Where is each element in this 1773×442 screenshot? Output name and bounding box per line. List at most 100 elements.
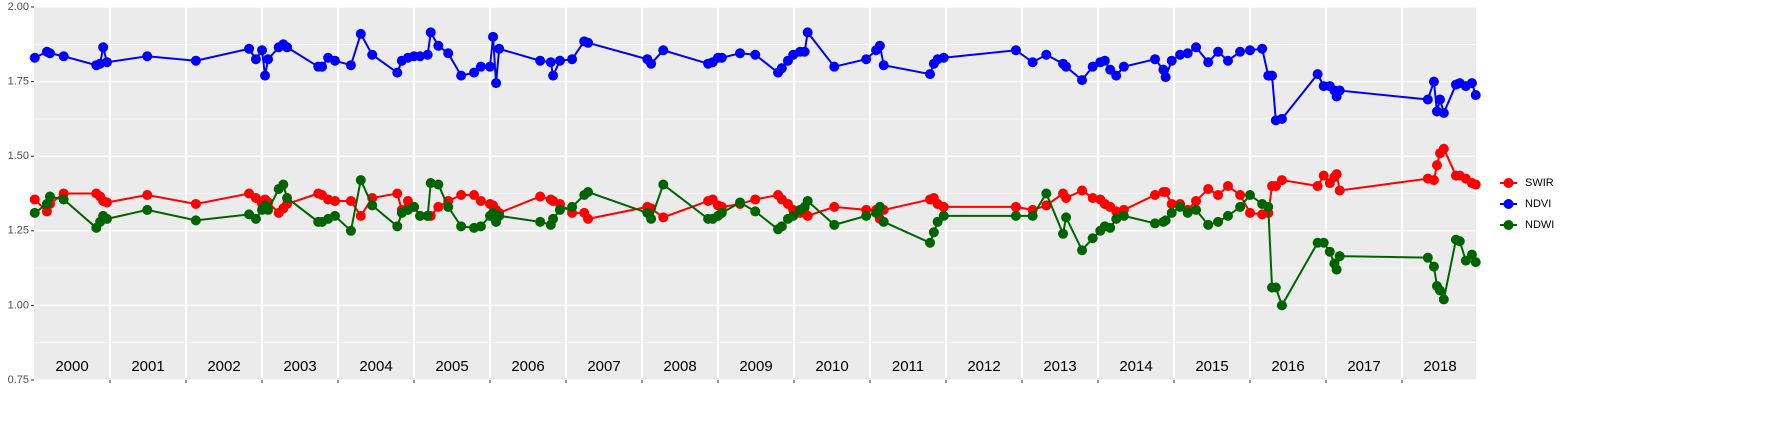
point bbox=[44, 191, 55, 202]
point bbox=[101, 197, 112, 208]
point bbox=[1041, 49, 1052, 60]
point bbox=[1276, 300, 1287, 311]
year-label: 2012 bbox=[967, 358, 1000, 375]
point bbox=[802, 195, 813, 206]
point bbox=[1438, 143, 1449, 154]
point bbox=[250, 54, 261, 65]
point bbox=[716, 52, 727, 63]
point bbox=[1222, 181, 1233, 192]
point bbox=[260, 70, 271, 81]
point bbox=[535, 55, 546, 66]
point bbox=[355, 28, 366, 39]
point bbox=[1435, 285, 1445, 296]
point bbox=[244, 43, 255, 54]
year-label: 2018 bbox=[1423, 358, 1456, 375]
point bbox=[1010, 45, 1021, 56]
point bbox=[1466, 249, 1477, 260]
point bbox=[874, 201, 885, 212]
year-label: 2008 bbox=[663, 358, 696, 375]
point bbox=[735, 48, 746, 59]
point bbox=[1235, 46, 1246, 57]
point bbox=[263, 54, 274, 65]
point bbox=[802, 210, 813, 221]
point bbox=[425, 27, 436, 38]
point bbox=[1111, 70, 1122, 81]
point bbox=[658, 45, 669, 56]
point bbox=[29, 194, 40, 205]
point bbox=[456, 221, 467, 232]
point bbox=[409, 201, 419, 212]
point bbox=[1324, 246, 1335, 257]
point bbox=[799, 46, 810, 57]
year-label: 2014 bbox=[1119, 358, 1152, 375]
point bbox=[491, 78, 502, 89]
year-label: 2011 bbox=[892, 358, 924, 375]
y-tick-label: 0.75 bbox=[8, 374, 29, 386]
point bbox=[1087, 233, 1098, 244]
point bbox=[938, 52, 949, 63]
point bbox=[142, 51, 153, 62]
point bbox=[1428, 261, 1439, 272]
point bbox=[190, 55, 201, 66]
point bbox=[329, 55, 340, 66]
point bbox=[1061, 192, 1072, 203]
point bbox=[345, 195, 356, 206]
point bbox=[317, 61, 328, 72]
point bbox=[98, 42, 109, 53]
point bbox=[583, 187, 594, 198]
point bbox=[1334, 85, 1345, 96]
point bbox=[1191, 195, 1202, 206]
point bbox=[469, 67, 480, 78]
point bbox=[1118, 210, 1129, 221]
year-label: 2015 bbox=[1195, 358, 1228, 375]
point bbox=[925, 237, 936, 248]
legend-key-point bbox=[1503, 178, 1514, 188]
point bbox=[1203, 184, 1214, 195]
point bbox=[422, 210, 433, 221]
point bbox=[554, 204, 565, 215]
point bbox=[1470, 90, 1481, 101]
point bbox=[415, 210, 426, 221]
year-label: 2000 bbox=[55, 358, 88, 375]
point bbox=[1041, 188, 1052, 199]
point bbox=[1160, 72, 1171, 83]
year-label: 2013 bbox=[1043, 358, 1076, 375]
year-label: 2005 bbox=[435, 358, 468, 375]
point bbox=[278, 179, 289, 190]
point bbox=[802, 27, 813, 38]
point bbox=[1166, 198, 1177, 209]
year-label: 2003 bbox=[283, 358, 316, 375]
point bbox=[658, 212, 669, 223]
point bbox=[874, 40, 885, 51]
point bbox=[1203, 219, 1214, 230]
point bbox=[475, 195, 486, 206]
point bbox=[355, 175, 366, 186]
point bbox=[101, 213, 112, 224]
point bbox=[367, 49, 378, 60]
point bbox=[415, 51, 426, 62]
point bbox=[190, 198, 201, 209]
legend-label: SWIR bbox=[1525, 177, 1554, 189]
point bbox=[548, 70, 559, 81]
point bbox=[1245, 207, 1255, 218]
point bbox=[535, 191, 546, 202]
point bbox=[1270, 282, 1281, 293]
point bbox=[282, 192, 293, 203]
point bbox=[58, 194, 69, 205]
point bbox=[1077, 245, 1088, 256]
point bbox=[1150, 218, 1160, 229]
point bbox=[646, 213, 657, 224]
point bbox=[1276, 175, 1287, 186]
point bbox=[1438, 294, 1449, 305]
point bbox=[1061, 61, 1072, 72]
point bbox=[1160, 215, 1171, 226]
year-label: 2004 bbox=[359, 358, 392, 375]
point bbox=[425, 178, 436, 189]
point bbox=[475, 221, 486, 232]
point bbox=[1245, 189, 1255, 200]
year-label: 2016 bbox=[1271, 358, 1304, 375]
point bbox=[190, 215, 201, 226]
point bbox=[392, 67, 403, 78]
point bbox=[1431, 160, 1442, 171]
point bbox=[861, 54, 872, 65]
